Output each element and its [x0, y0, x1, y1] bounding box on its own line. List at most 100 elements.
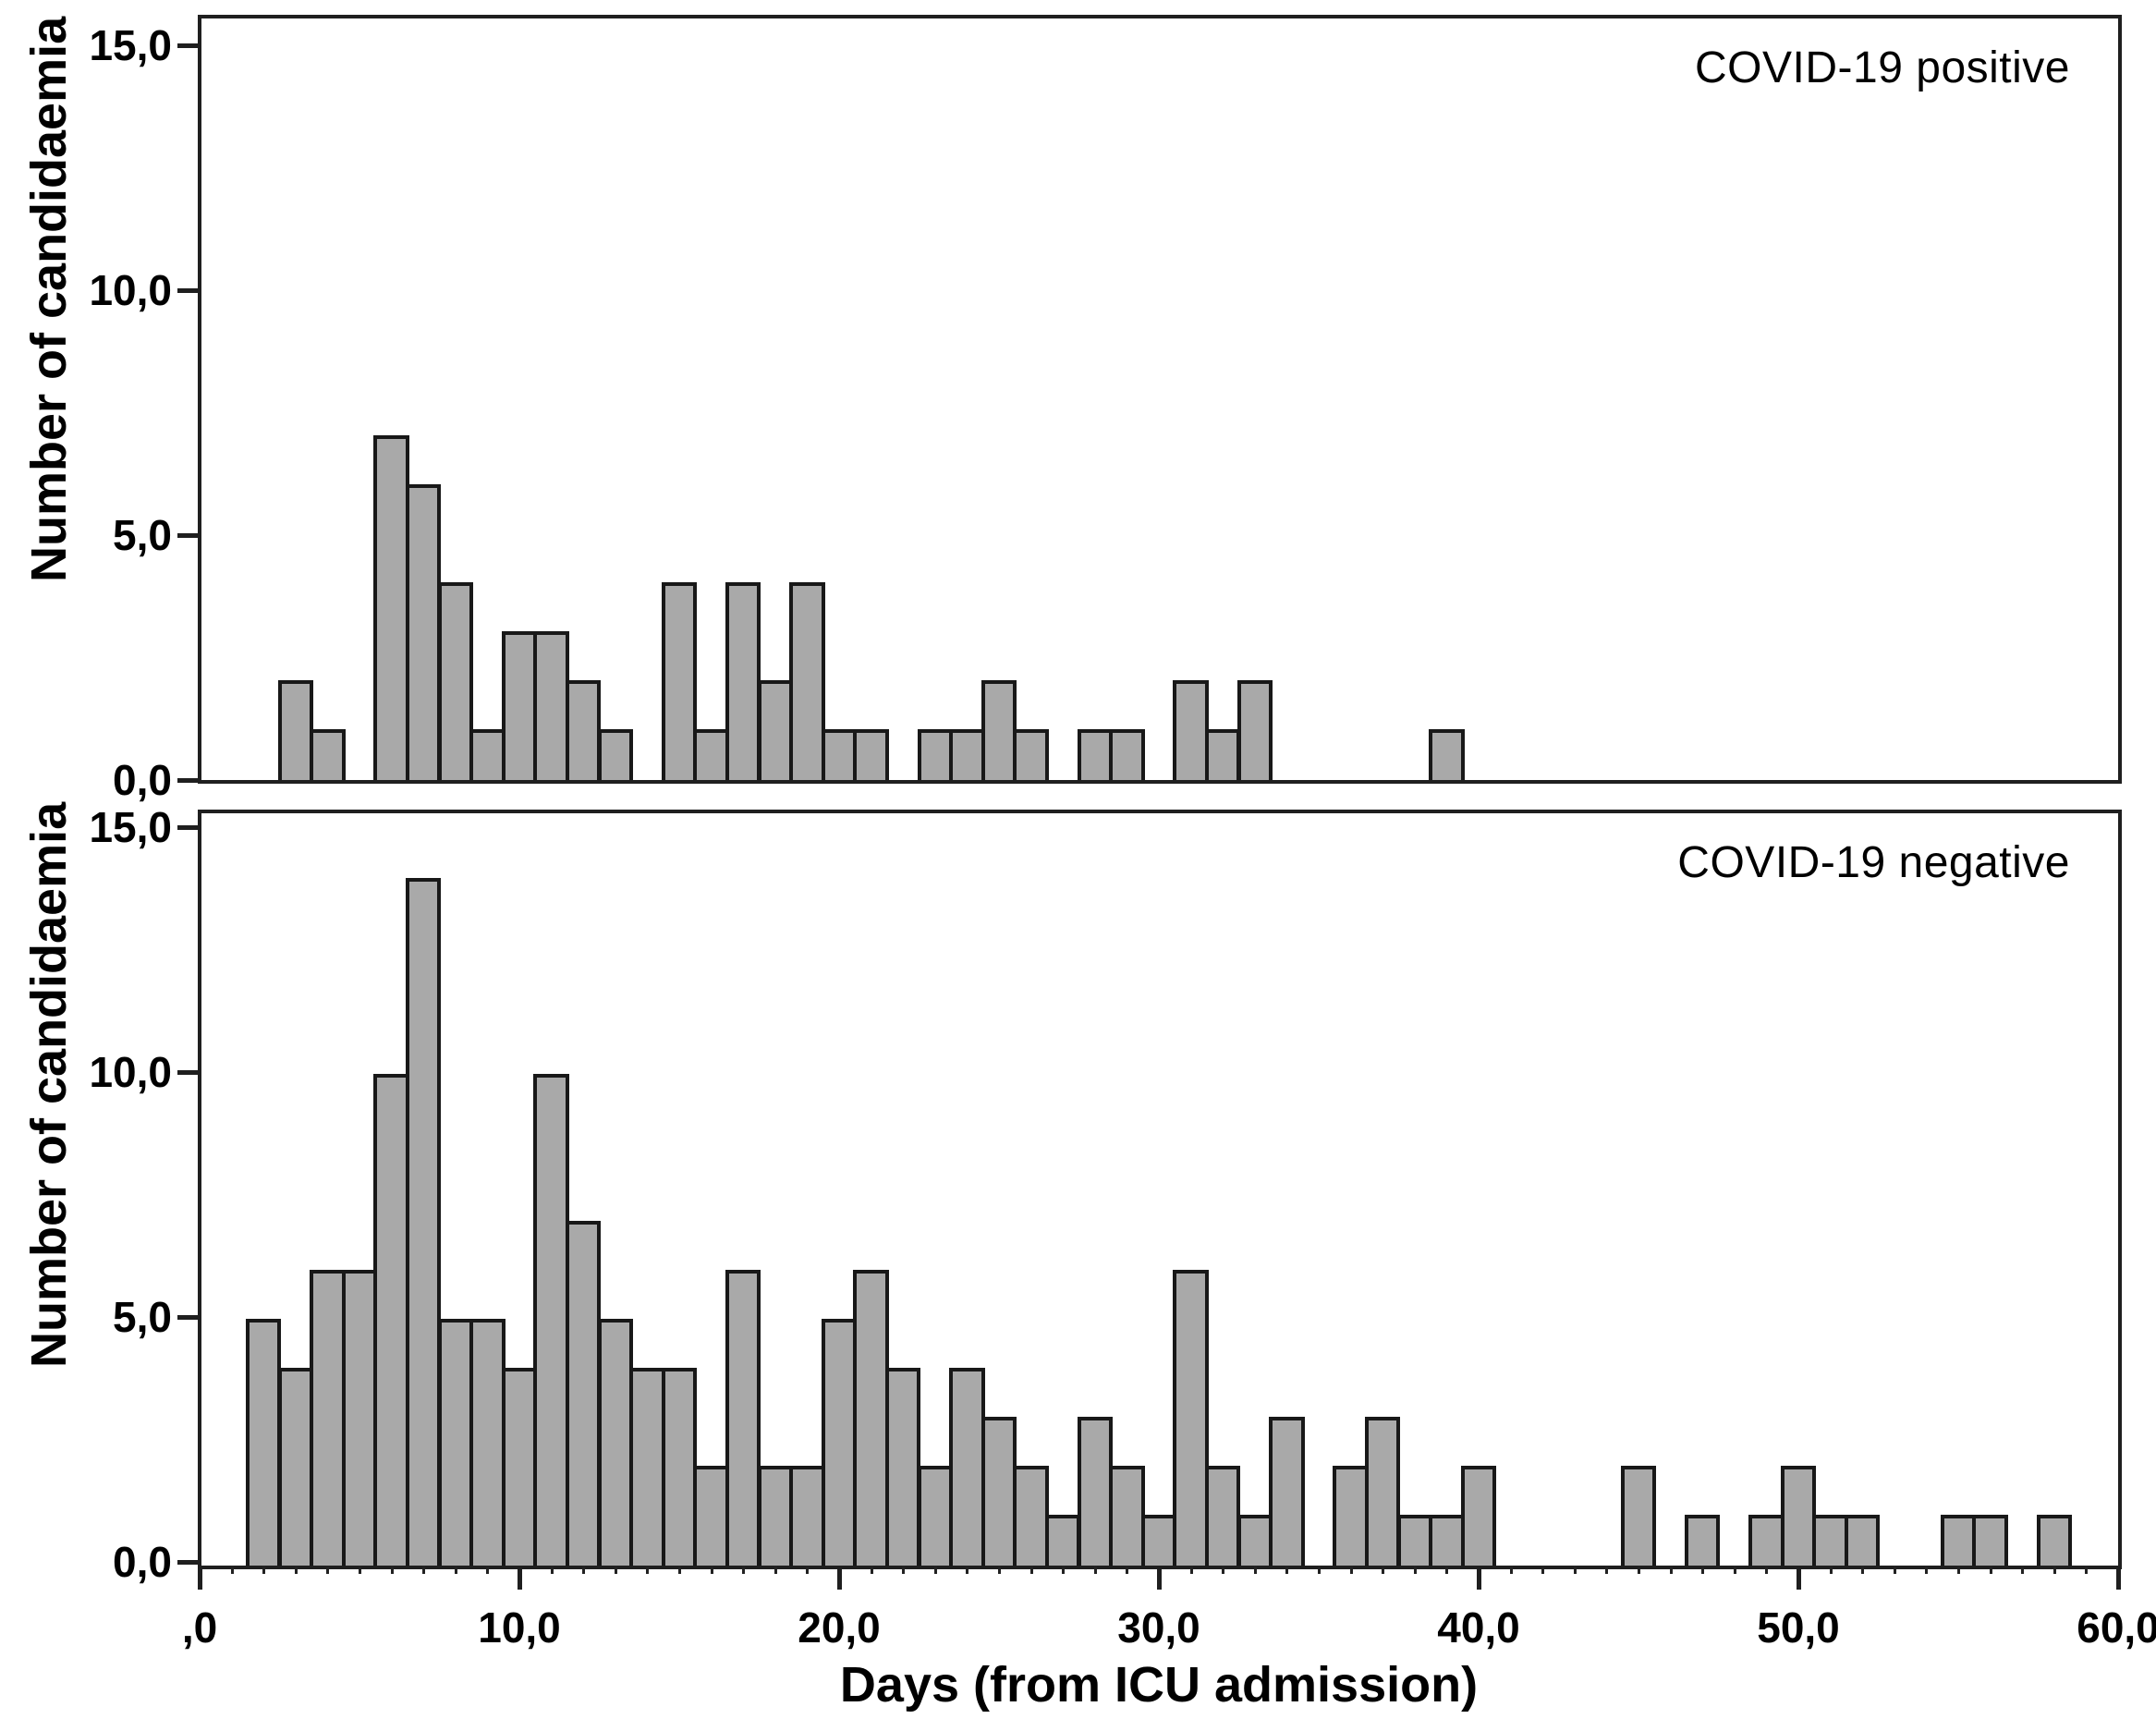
- x-minor-tick: [1349, 1566, 1353, 1574]
- histogram-bar: [1940, 1515, 1977, 1566]
- x-minor-tick: [1573, 1566, 1577, 1574]
- histogram-bar: [437, 1319, 474, 1566]
- x-minor-tick: [550, 1566, 554, 1574]
- x-minor-tick: [1669, 1566, 1673, 1574]
- histogram-bar: [821, 1319, 858, 1566]
- histogram-bar: [277, 680, 314, 780]
- histogram-bar: [373, 1074, 409, 1566]
- panel-label-positive: COVID-19 positive: [1695, 43, 2070, 92]
- y-tick: [177, 533, 198, 538]
- y-tick-label: 10,0: [89, 266, 172, 314]
- histogram-bar: [1269, 1417, 1305, 1566]
- histogram-bar: [757, 1466, 794, 1566]
- x-minor-tick: [1893, 1566, 1896, 1574]
- panel-covid-positive: COVID-19 positive: [198, 15, 2122, 784]
- x-minor-tick: [1062, 1566, 1066, 1574]
- histogram-bar: [1236, 680, 1273, 780]
- histogram-bar: [405, 878, 442, 1566]
- x-minor-tick: [1382, 1566, 1385, 1574]
- x-minor-tick: [1638, 1566, 1640, 1574]
- x-minor-tick: [966, 1566, 969, 1574]
- histogram-bar: [310, 729, 346, 780]
- histogram-bar: [310, 1270, 346, 1566]
- histogram-bar: [1077, 1417, 1114, 1566]
- x-tick: [518, 1566, 522, 1590]
- histogram-bar: [405, 484, 442, 780]
- y-tick: [177, 825, 198, 830]
- y-tick-label: 15,0: [89, 803, 172, 851]
- y-tick-label: 0,0: [113, 756, 172, 804]
- x-minor-tick: [1957, 1566, 1960, 1574]
- x-minor-tick: [1861, 1566, 1865, 1574]
- x-minor-tick: [710, 1566, 713, 1574]
- plot-area-negative: [201, 813, 2118, 1566]
- y-tick: [177, 778, 198, 783]
- x-minor-tick: [390, 1566, 394, 1574]
- histogram-bar: [469, 729, 506, 780]
- x-tick: [837, 1566, 842, 1590]
- panel-covid-negative: COVID-19 negative: [198, 810, 2122, 1569]
- histogram-bar: [2036, 1515, 2073, 1566]
- x-tick-label: 50,0: [1757, 1603, 1840, 1652]
- histogram-bar: [597, 729, 634, 780]
- x-minor-tick: [1605, 1566, 1609, 1574]
- histogram-bar: [789, 582, 825, 780]
- x-axis-title: Days (from ICU admission): [839, 1657, 1479, 1713]
- x-minor-tick: [486, 1566, 490, 1574]
- x-minor-tick: [614, 1566, 617, 1574]
- histogram-bar: [1013, 1466, 1049, 1566]
- histogram-bar: [661, 1368, 698, 1566]
- y-tick: [177, 1070, 198, 1075]
- x-minor-tick: [1765, 1566, 1769, 1574]
- histogram-bar: [1140, 1515, 1177, 1566]
- x-minor-tick: [582, 1566, 586, 1574]
- x-minor-tick: [870, 1566, 873, 1574]
- x-minor-tick: [326, 1566, 330, 1574]
- histogram-bar: [1173, 680, 1209, 780]
- histogram-bar: [1780, 1466, 1817, 1566]
- histogram-bar: [917, 1466, 954, 1566]
- x-minor-tick: [1925, 1566, 1929, 1574]
- x-minor-tick: [1222, 1566, 1225, 1574]
- x-minor-tick: [1126, 1566, 1129, 1574]
- histogram-bar: [757, 680, 794, 780]
- x-minor-tick: [933, 1566, 937, 1574]
- histogram-bar: [917, 729, 954, 780]
- y-tick-label: 10,0: [89, 1048, 172, 1096]
- histogram-bar: [565, 1221, 602, 1566]
- y-tick: [177, 43, 198, 48]
- plot-area-positive: [201, 18, 2118, 780]
- histogram-bar: [1013, 729, 1049, 780]
- x-minor-tick: [1029, 1566, 1033, 1574]
- histogram-bar: [1109, 729, 1145, 780]
- panel-label-negative: COVID-19 negative: [1677, 838, 2070, 887]
- x-minor-tick: [1093, 1566, 1097, 1574]
- histogram-bar: [437, 582, 474, 780]
- histogram-bar: [725, 582, 761, 780]
- histogram-bar: [949, 729, 985, 780]
- histogram-bar: [1429, 1515, 1465, 1566]
- x-minor-tick: [422, 1566, 426, 1574]
- y-tick-label: 5,0: [113, 1293, 172, 1341]
- histogram-bar: [884, 1368, 921, 1566]
- histogram-bar: [1812, 1515, 1848, 1566]
- histogram-bar: [597, 1319, 634, 1566]
- histogram-bar: [341, 1270, 378, 1566]
- x-minor-tick: [262, 1566, 266, 1574]
- x-tick-label: 20,0: [798, 1603, 881, 1652]
- x-tick-label: 40,0: [1437, 1603, 1520, 1652]
- histogram-bar: [1748, 1515, 1784, 1566]
- x-tick: [1797, 1566, 1801, 1590]
- x-minor-tick: [2052, 1566, 2056, 1574]
- histogram-bar: [1972, 1515, 2008, 1566]
- x-minor-tick: [1509, 1566, 1513, 1574]
- x-tick-label: ,0: [181, 1603, 218, 1652]
- histogram-bar: [1620, 1466, 1657, 1566]
- x-minor-tick: [294, 1566, 298, 1574]
- x-minor-tick: [2085, 1566, 2089, 1574]
- histogram-bar: [469, 1319, 506, 1566]
- x-minor-tick: [1829, 1566, 1833, 1574]
- x-minor-tick: [2021, 1566, 2025, 1574]
- x-minor-tick: [1445, 1566, 1449, 1574]
- histogram-bar: [1236, 1515, 1273, 1566]
